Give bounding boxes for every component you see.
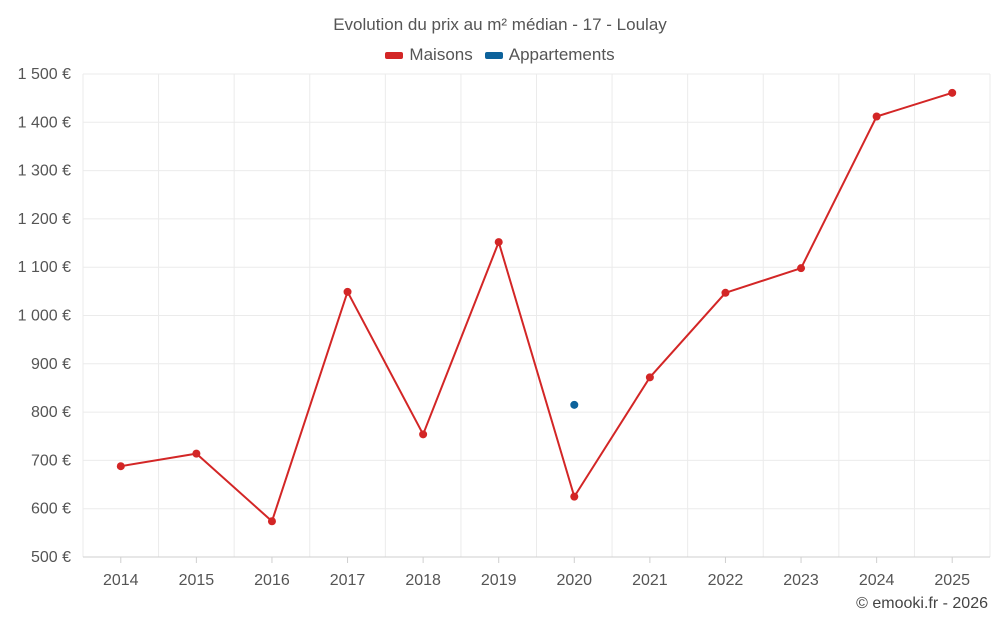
data-point-maisons: [192, 449, 201, 458]
x-tick-label: 2014: [103, 572, 139, 589]
data-point-maisons: [116, 462, 125, 471]
y-tick-label: 900 €: [31, 356, 71, 373]
y-tick-label: 1 500 €: [18, 66, 71, 83]
x-tick-label: 2015: [179, 572, 215, 589]
legend-label-maisons: Maisons: [409, 45, 473, 64]
y-tick-label: 1 000 €: [18, 308, 71, 325]
data-point-maisons: [948, 88, 957, 97]
legend-label-appartements: Appartements: [508, 45, 615, 64]
credit-text: © emooki.fr - 2026: [856, 595, 988, 612]
data-point-maisons: [570, 492, 579, 501]
x-tick-label: 2020: [556, 572, 592, 589]
x-tick-label: 2024: [859, 572, 895, 589]
data-point-maisons: [343, 287, 352, 296]
chart-title: Evolution du prix au m² médian - 17 - Lo…: [333, 15, 667, 34]
x-tick-label: 2021: [632, 572, 668, 589]
legend-swatch-appartements: [484, 51, 503, 59]
legend: Maisons Appartements: [0, 45, 1000, 65]
y-tick-label: 600 €: [31, 501, 71, 518]
x-tick-label: 2018: [405, 572, 441, 589]
data-point-maisons: [797, 264, 806, 273]
y-tick-label: 1 100 €: [18, 259, 71, 276]
data-point-maisons: [494, 238, 503, 247]
y-tick-label: 1 200 €: [18, 211, 71, 228]
y-tick-label: 500 €: [31, 549, 71, 566]
y-tick-label: 1 300 €: [18, 163, 71, 180]
data-point-maisons: [267, 517, 276, 526]
y-tick-label: 800 €: [31, 404, 71, 421]
x-tick-label: 2019: [481, 572, 517, 589]
y-tick-label: 1 400 €: [18, 114, 71, 131]
legend-swatch-maisons: [385, 51, 404, 59]
legend-item-maisons[interactable]: Maisons: [385, 45, 473, 65]
y-tick-label: 700 €: [31, 452, 71, 469]
legend-item-appartements[interactable]: Appartements: [484, 45, 615, 65]
x-tick-label: 2023: [783, 572, 819, 589]
x-tick-label: 2016: [254, 572, 290, 589]
data-point-maisons: [645, 373, 654, 382]
x-tick-label: 2017: [330, 572, 366, 589]
x-tick-label: 2022: [708, 572, 744, 589]
x-tick-label: 2025: [934, 572, 970, 589]
series-line-maisons: [120, 91, 953, 523]
data-point-maisons: [721, 288, 730, 297]
data-point-maisons: [419, 430, 428, 439]
data-point-appartements: [570, 400, 579, 409]
data-point-maisons: [872, 112, 881, 121]
